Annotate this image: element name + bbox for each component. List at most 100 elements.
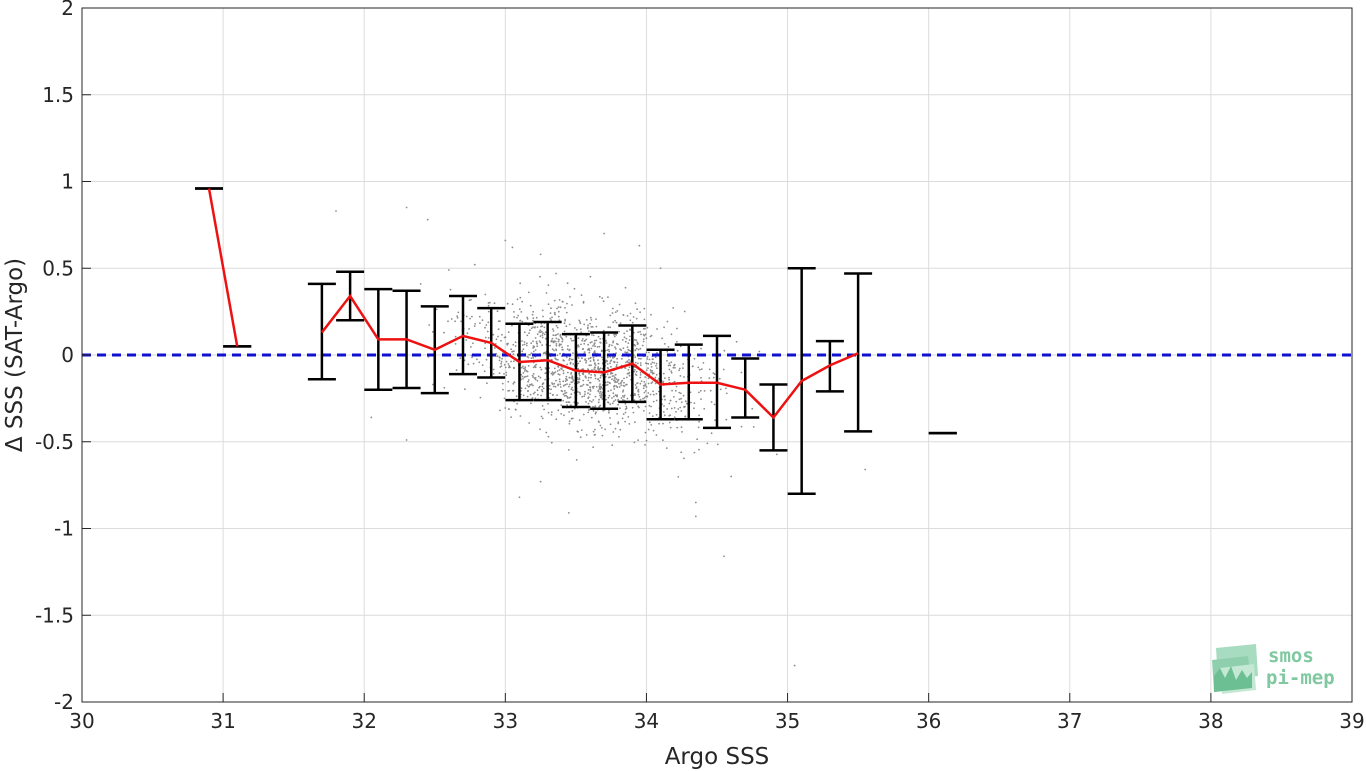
scatter-point — [470, 346, 472, 348]
scatter-point — [549, 392, 552, 395]
scatter-point — [620, 397, 623, 399]
scatter-point — [642, 333, 645, 336]
scatter-point — [522, 372, 525, 374]
scatter-point — [521, 375, 524, 378]
scatter-point — [666, 350, 669, 353]
scatter-point — [628, 374, 631, 377]
scatter-point — [614, 373, 617, 376]
scatter-point — [645, 395, 647, 398]
scatter-point — [612, 431, 615, 433]
scatter-point — [526, 316, 529, 319]
scatter-point — [587, 376, 590, 379]
scatter-point — [568, 383, 571, 386]
scatter-point — [565, 375, 568, 378]
scatter-point — [550, 411, 553, 414]
scatter-point — [472, 362, 475, 365]
scatter-point — [487, 310, 490, 313]
scatter-point — [568, 359, 571, 361]
scatter-point — [592, 399, 595, 401]
scatter-point — [585, 338, 588, 341]
scatter-point — [716, 443, 719, 446]
scatter-point — [636, 308, 638, 311]
scatter-point — [483, 370, 486, 373]
scatter-point — [651, 415, 654, 417]
scatter-point — [606, 367, 609, 369]
scatter-point — [583, 340, 586, 342]
scatter-point — [609, 314, 612, 317]
scatter-point — [616, 395, 618, 398]
scatter-point — [554, 340, 557, 343]
scatter-point — [542, 382, 545, 385]
scatter-point — [637, 439, 639, 441]
scatter-point — [564, 383, 567, 386]
scatter-point — [580, 429, 583, 431]
scatter-point — [532, 317, 535, 320]
scatter-point — [579, 328, 582, 331]
scatter-point — [479, 322, 481, 324]
scatter-point — [693, 357, 696, 360]
scatter-point — [606, 363, 609, 365]
scatter-point — [587, 368, 589, 370]
scatter-point — [655, 373, 658, 376]
scatter-point — [580, 294, 583, 296]
scatter-point — [669, 426, 672, 429]
mean-line-left-segment — [207, 188, 239, 347]
scatter-point — [547, 435, 550, 438]
scatter-point — [484, 336, 487, 339]
scatter-point — [648, 412, 651, 414]
scatter-point — [508, 366, 510, 369]
scatter-point — [582, 372, 585, 374]
scatter-point — [621, 395, 624, 397]
scatter-point — [634, 384, 637, 386]
scatter-point — [616, 361, 619, 364]
scatter-point — [706, 442, 709, 445]
scatter-point — [655, 399, 658, 402]
scatter-point — [651, 370, 654, 372]
scatter-point — [487, 337, 490, 339]
scatter-point — [579, 393, 582, 395]
scatter-point — [599, 376, 602, 379]
scatter-point — [606, 381, 609, 383]
scatter-point — [541, 334, 544, 337]
scatter-point — [555, 343, 558, 345]
scatter-point — [663, 343, 666, 345]
scatter-point — [666, 359, 668, 362]
scatter-point — [589, 322, 591, 325]
scatter-point — [487, 321, 490, 324]
scatter-point — [686, 402, 688, 405]
scatter-point — [493, 347, 496, 349]
scatter-point — [639, 398, 642, 401]
scatter-point — [530, 383, 533, 385]
scatter-point — [551, 340, 554, 343]
scatter-point — [568, 401, 571, 404]
scatter-point — [585, 401, 587, 403]
scatter-point — [569, 296, 571, 298]
scatter-point — [496, 310, 499, 313]
scatter-point — [678, 398, 681, 401]
scatter-point — [585, 361, 587, 364]
scatter-point — [675, 385, 678, 388]
scatter-point — [666, 408, 669, 410]
scatter-point — [575, 459, 578, 461]
scatter-point — [541, 405, 544, 407]
scatter-point — [604, 428, 606, 431]
scatter-point — [513, 311, 515, 313]
scatter-point — [405, 439, 408, 441]
scatter-point — [523, 376, 526, 379]
scatter-point — [640, 357, 642, 360]
scatter-point — [530, 342, 533, 345]
scatter-point — [584, 390, 586, 393]
scatter-point — [626, 351, 629, 354]
scatter-point — [652, 358, 654, 361]
scatter-point — [650, 313, 652, 316]
scatter-point — [611, 397, 613, 399]
scatter-point — [758, 350, 761, 353]
scatter-point — [568, 376, 571, 379]
scatter-point — [589, 357, 592, 359]
scatter-point — [618, 382, 620, 385]
scatter-point — [623, 396, 625, 398]
scatter-point — [605, 398, 608, 401]
scatter-point — [586, 383, 588, 386]
x-tick-label: 30 — [69, 709, 94, 733]
scatter-point — [613, 379, 615, 382]
